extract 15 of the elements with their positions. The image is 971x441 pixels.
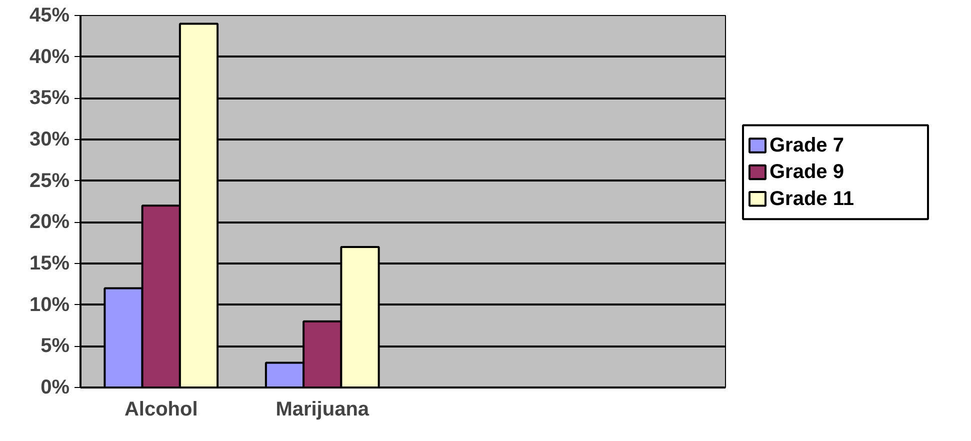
- y-tick-label: 15%: [29, 252, 70, 274]
- y-tick-label: 20%: [29, 211, 70, 234]
- y-tick-label: 5%: [40, 335, 70, 358]
- y-tick-label: 25%: [29, 170, 70, 192]
- legend-label: Grade 9: [770, 161, 844, 184]
- legend-label: Grade 11: [770, 188, 854, 210]
- y-tick-label: 0%: [40, 376, 70, 398]
- y-tick-label: 30%: [29, 128, 70, 150]
- y-tick-label: 45%: [29, 4, 70, 26]
- x-tick-label: Alcohol: [124, 398, 198, 420]
- y-tick-label: 40%: [29, 46, 70, 68]
- y-tick-label: 35%: [29, 87, 70, 110]
- y-tick-label: 10%: [29, 294, 70, 316]
- x-tick-label: Marijuana: [276, 398, 370, 420]
- legend-label: Grade 7: [770, 134, 844, 157]
